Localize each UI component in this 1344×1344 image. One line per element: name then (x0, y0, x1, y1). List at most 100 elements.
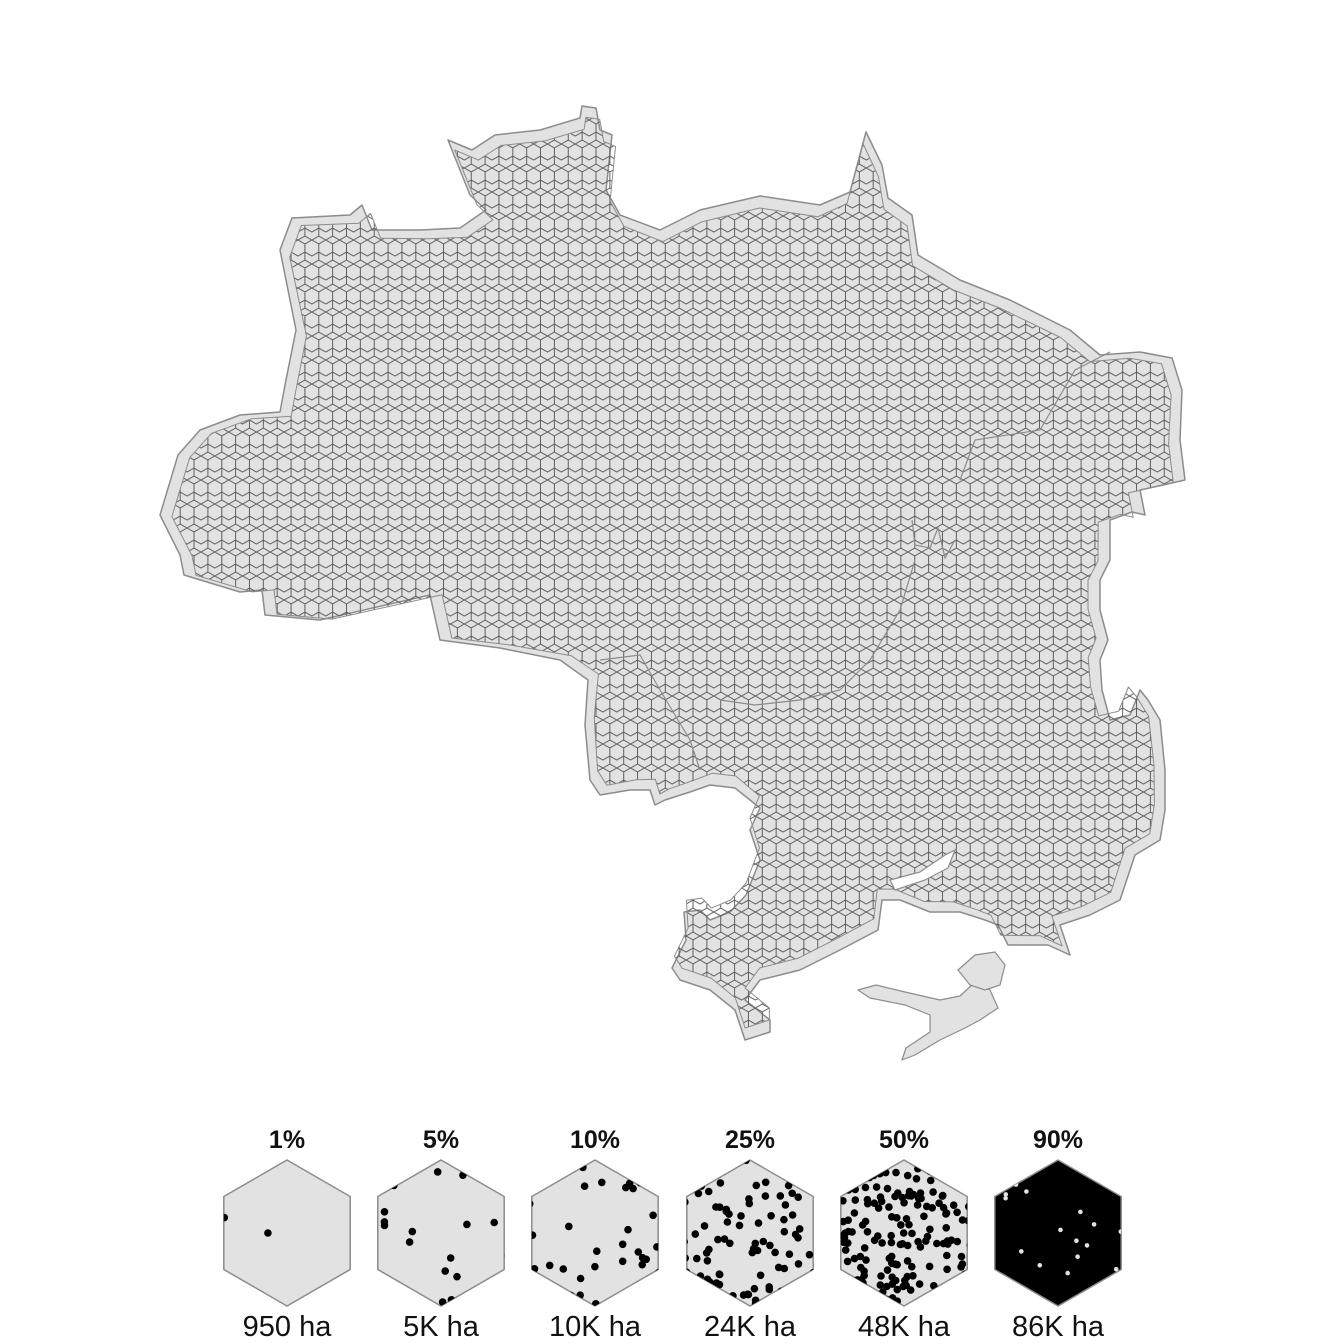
legend-burned-dot (840, 1290, 842, 1299)
legend-burned-dot (806, 1184, 814, 1193)
legend-area-label: 48K ha (858, 1311, 950, 1343)
legend-unburned-dot (1019, 1249, 1024, 1254)
legend-percent-label: 90% (1032, 1126, 1084, 1154)
legend-burned-dot (870, 1199, 879, 1207)
legend-burned-dot (903, 1171, 912, 1180)
legend-burned-dot (961, 1270, 968, 1279)
legend-burned-dot (957, 1252, 966, 1261)
legend-burned-dot (722, 1207, 730, 1216)
legend-burned-dot (848, 1228, 856, 1236)
legend-unburned-dot (1003, 1192, 1009, 1197)
legend-burned-dot (928, 1204, 936, 1212)
legend-burned-dot (942, 1224, 950, 1232)
legend-burned-dot (891, 1260, 900, 1268)
legend-burned-dot (861, 1217, 870, 1226)
legend-burned-dot (869, 1160, 878, 1166)
legend-burned-dot (598, 1178, 606, 1187)
legend-hex-2 (531, 1159, 670, 1307)
legend-burned-dot (973, 1181, 979, 1189)
legend-burned-dot (840, 1275, 843, 1284)
legend-burned-dot (380, 1221, 389, 1230)
legend-unburned-dot (1037, 1263, 1043, 1268)
legend-burned-dot (933, 1239, 941, 1248)
map-southern-spit (857, 981, 999, 1061)
legend-burned-dot (638, 1260, 646, 1269)
legend-burned-dot (686, 1237, 688, 1246)
legend-burned-dot (958, 1260, 967, 1268)
legend-burned-dot (712, 1203, 720, 1211)
legend-burned-dot (905, 1220, 913, 1229)
legend-unburned-dot (1008, 1160, 1013, 1163)
map (159, 105, 1186, 1061)
legend-percent-label: 10% (569, 1126, 621, 1154)
legend-burned-dot (761, 1178, 770, 1187)
legend-burned-dot (840, 1162, 846, 1171)
legend-unburned-dot (1113, 1266, 1119, 1272)
legend-burned-dot (953, 1208, 961, 1217)
legend-burned-dot (693, 1254, 701, 1263)
legend-burned-dot (850, 1209, 859, 1217)
legend-burned-dot (964, 1284, 968, 1293)
legend-burned-dot (794, 1234, 802, 1242)
legend-burned-dot (691, 1230, 700, 1238)
legend-unburned-dot (1078, 1209, 1083, 1215)
legend-burned-dot (766, 1241, 774, 1250)
legend-burned-dot (964, 1216, 968, 1225)
legend-burned-dot (787, 1160, 795, 1165)
legend-burned-dot (963, 1183, 968, 1192)
legend-burned-dot (662, 1212, 670, 1220)
legend-burned-dot (696, 1160, 704, 1166)
legend-burned-dot (649, 1211, 657, 1220)
legend-burned-dot (723, 1218, 732, 1226)
legend-burned-dot (971, 1301, 979, 1308)
legend-unburned-dot (1065, 1270, 1070, 1276)
legend-burned-dot (885, 1203, 893, 1211)
legend-burned-dot (870, 1236, 879, 1245)
legend-burned-dot (875, 1299, 884, 1306)
legend-burned-dot (504, 1251, 505, 1260)
legend-unburned-dot (1091, 1222, 1097, 1227)
legend-burned-dot (887, 1231, 895, 1240)
legend-burned-dot (576, 1274, 585, 1283)
legend-burned-dot (545, 1261, 554, 1270)
legend-burned-dot (703, 1257, 712, 1265)
legend-unburned-dot (1034, 1163, 1040, 1168)
legend-unburned-dot (988, 1295, 993, 1300)
legend-burned-dot (949, 1201, 958, 1209)
legend-item-10pct: 10% 10K ha (520, 1110, 670, 1344)
legend-burned-dot (829, 1253, 836, 1261)
legend-unburned-dot (1037, 1164, 1042, 1170)
legend-burned-dot (929, 1188, 937, 1196)
legend-burned-dot (926, 1176, 935, 1185)
legend-burned-dot (943, 1237, 952, 1245)
legend-burned-dot (846, 1283, 854, 1292)
legend-burned-dot (463, 1220, 471, 1229)
legend-burned-dot (967, 1161, 968, 1170)
legend-burned-dot (798, 1171, 806, 1179)
legend-burned-dot (591, 1262, 599, 1271)
legend-burned-dot (840, 1217, 848, 1226)
legend-burned-dot (704, 1187, 713, 1196)
legend-burned-dot (872, 1299, 881, 1306)
legend-burned-dot (692, 1165, 701, 1173)
legend-burned-dot (843, 1257, 852, 1266)
legend-burned-dot (531, 1200, 534, 1208)
legend-burned-dot (863, 1199, 872, 1208)
legend-burned-dot (716, 1179, 725, 1187)
legend-burned-dot (938, 1192, 947, 1200)
legend-burned-dot (751, 1300, 760, 1306)
legend-area-label: 950 ha (242, 1311, 332, 1343)
legend-burned-dot (942, 1160, 951, 1166)
legend-burned-dot (860, 1271, 868, 1280)
legend-unburned-dot (1024, 1189, 1029, 1194)
legend-burned-dot (953, 1237, 962, 1246)
legend-area-label: 5K ha (403, 1311, 479, 1343)
legend-burned-dot (831, 1268, 839, 1276)
legend-burned-dot (408, 1227, 417, 1236)
legend-burned-dot (643, 1166, 651, 1174)
legend-burned-dot (936, 1298, 945, 1306)
legend-burned-dot (771, 1248, 779, 1257)
legend-burned-dot (737, 1212, 745, 1220)
legend-unburned-dot (1118, 1229, 1122, 1234)
legend-burned-dot (876, 1281, 885, 1289)
